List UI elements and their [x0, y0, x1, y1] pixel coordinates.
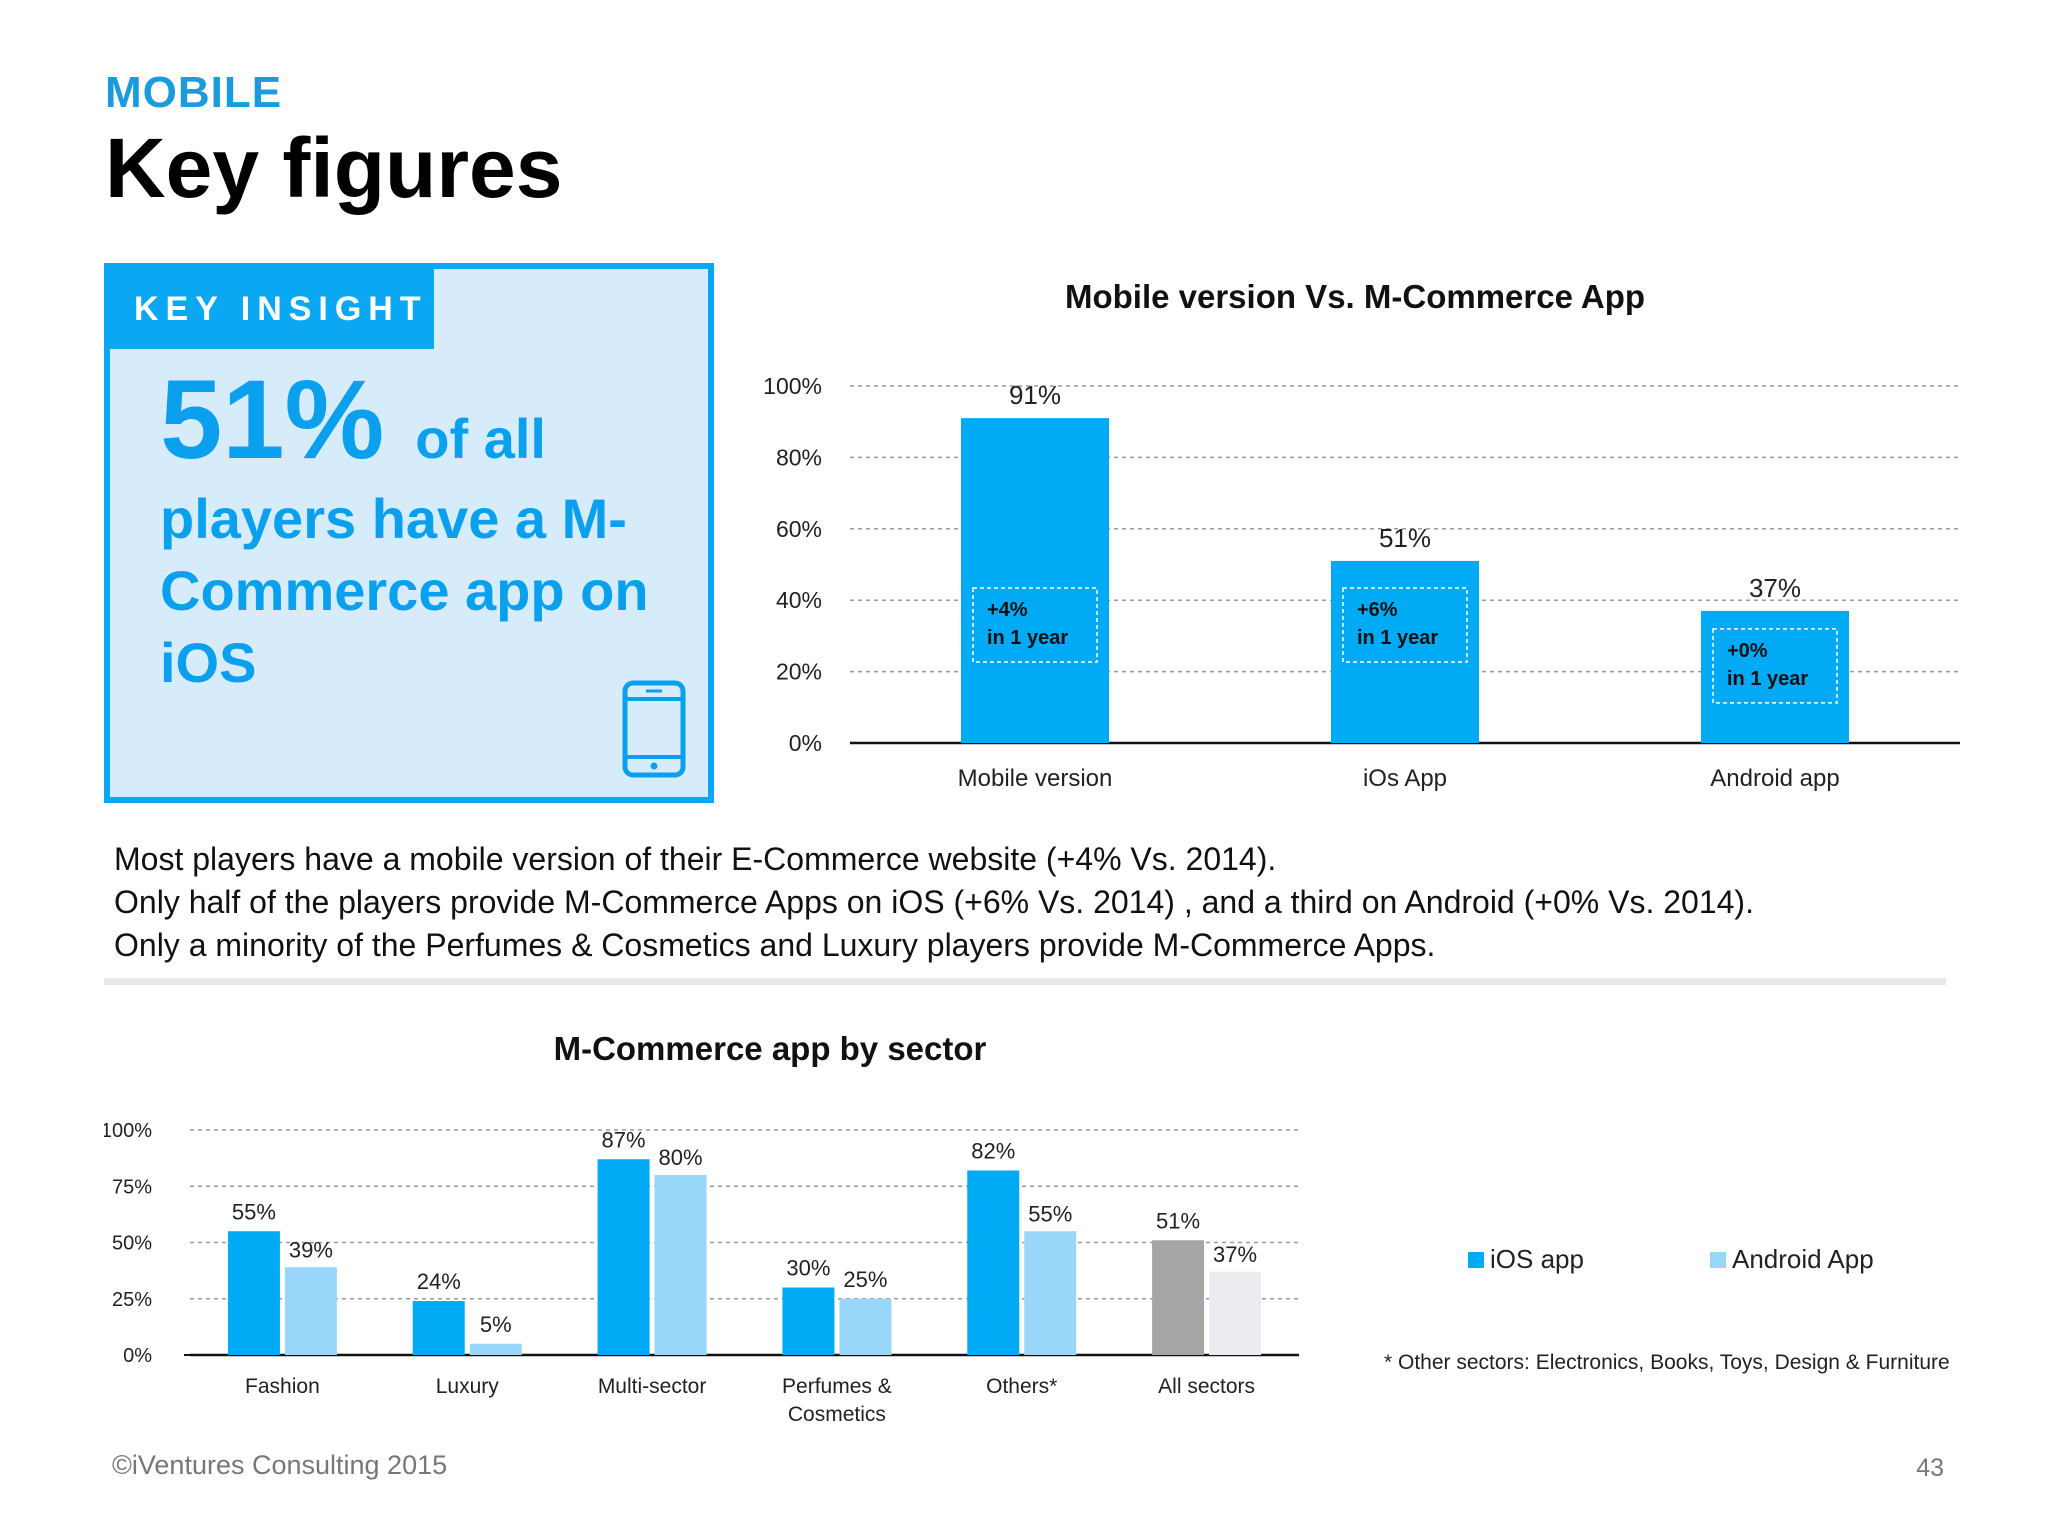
summary-line: Only half of the players provide M-Comme… [114, 884, 1754, 920]
y-tick-label: 50% [112, 1233, 152, 1255]
ios-bar [967, 1170, 1020, 1355]
y-tick-label: 25% [112, 1289, 152, 1311]
bar-value-label: 91% [1009, 380, 1061, 410]
android-value-label: 5% [480, 1312, 512, 1337]
legend-ios-swatch [1468, 1251, 1484, 1268]
ios-bar [782, 1287, 835, 1355]
y-tick-label: 0% [123, 1345, 152, 1367]
android-bar [1024, 1231, 1077, 1355]
android-value-label: 25% [843, 1267, 887, 1292]
category-label: Perfumes & [782, 1375, 892, 1398]
change-annotation-value: +4% [987, 599, 1028, 621]
ios-bar [227, 1231, 280, 1355]
legend-android-label: Android App [1732, 1244, 1874, 1274]
ios-value-label: 30% [786, 1256, 830, 1281]
change-annotation-box [1712, 628, 1838, 704]
footer-copyright: ©iVentures Consulting 2015 [112, 1450, 448, 1480]
category-label: Luxury [436, 1375, 500, 1398]
android-value-label: 55% [1028, 1201, 1072, 1226]
category-label: All sectors [1158, 1375, 1255, 1398]
android-bar [284, 1267, 337, 1355]
legend-ios: iOS app [1468, 1244, 1584, 1275]
category-label: Fashion [245, 1375, 320, 1398]
ios-bar [597, 1159, 650, 1355]
chart2-title: M-Commerce app by sector [554, 1030, 987, 1067]
y-tick-label: 60% [776, 516, 822, 542]
ios-value-label: 51% [1156, 1208, 1200, 1233]
key-insight-box: KEY INSIGHT 51% of all players have a M-… [104, 263, 714, 803]
insight-big-value: 51% [160, 357, 385, 482]
bar [1331, 560, 1479, 743]
section-label: MOBILE [105, 68, 283, 117]
insight-headline: 51% of all [160, 364, 546, 476]
bar-value-label: 37% [1749, 573, 1801, 603]
sector-chart: M-Commerce app by sector 0% 25% 50% 75% 100%… [104, 1030, 1299, 1426]
android-value-label: 39% [289, 1237, 333, 1262]
insight-big-suffix: of all [415, 407, 546, 470]
key-insight-tab: KEY INSIGHT [110, 269, 434, 349]
change-annotation-period: in 1 year [987, 627, 1068, 649]
bar-value-label: 51% [1379, 523, 1431, 553]
android-bar [469, 1343, 522, 1355]
smartphone-icon [620, 679, 690, 784]
summary-line: Only a minority of the Perfumes & Cosmet… [114, 927, 1436, 963]
android-bar [654, 1175, 707, 1355]
legend-android: Android App [1710, 1244, 1874, 1275]
category-label: iOs App [1363, 765, 1447, 792]
ios-value-label: 82% [971, 1139, 1015, 1164]
y-tick-label: 20% [776, 659, 822, 685]
chart1-title: Mobile version Vs. M-Commerce App [1065, 278, 1645, 315]
insight-body: players have a M-Commerce app on iOS [160, 487, 649, 694]
y-tick-label: 80% [776, 444, 822, 470]
android-bar [839, 1298, 892, 1355]
ios-value-label: 87% [602, 1127, 646, 1152]
category-label: Android app [1710, 765, 1839, 792]
y-tick-label: 100% [763, 373, 822, 399]
summary-text: Most players have a mobile version of th… [114, 838, 1754, 967]
chart-footnote: * Other sectors: Electronics, Books, Toy… [1384, 1351, 1950, 1374]
y-tick-label: 0% [789, 730, 822, 756]
ios-value-label: 55% [232, 1199, 276, 1224]
android-bar [1209, 1271, 1262, 1355]
y-tick-label: 75% [112, 1176, 152, 1198]
category-label: Cosmetics [788, 1403, 886, 1426]
bar [1701, 610, 1849, 743]
change-annotation-box [972, 587, 1098, 663]
mobile-vs-app-chart: Mobile version Vs. M-Commerce App 0% 20% 4… [763, 278, 1960, 792]
page-title: Key figures [105, 121, 563, 215]
ios-bar [412, 1301, 465, 1355]
legend-android-swatch [1710, 1251, 1726, 1268]
y-tick-label: 100% [104, 1120, 152, 1142]
change-annotation-box [1342, 587, 1468, 663]
category-label: Multi-sector [598, 1375, 707, 1398]
category-label: Others* [986, 1375, 1057, 1398]
legend-ios-label: iOS app [1490, 1244, 1584, 1274]
y-tick-label: 40% [776, 587, 822, 613]
ios-bar [1152, 1240, 1205, 1355]
page-number: 43 [1916, 1454, 1944, 1482]
change-annotation-period: in 1 year [1727, 668, 1808, 690]
android-value-label: 80% [659, 1145, 703, 1170]
section-divider [104, 978, 1946, 985]
android-value-label: 37% [1213, 1242, 1257, 1267]
change-annotation-value: +6% [1357, 599, 1398, 621]
summary-line: Most players have a mobile version of th… [114, 841, 1277, 877]
bar [961, 418, 1109, 743]
change-annotation-period: in 1 year [1357, 627, 1438, 649]
ios-value-label: 24% [417, 1269, 461, 1294]
category-label: Mobile version [958, 765, 1113, 792]
change-annotation-value: +0% [1727, 640, 1768, 662]
